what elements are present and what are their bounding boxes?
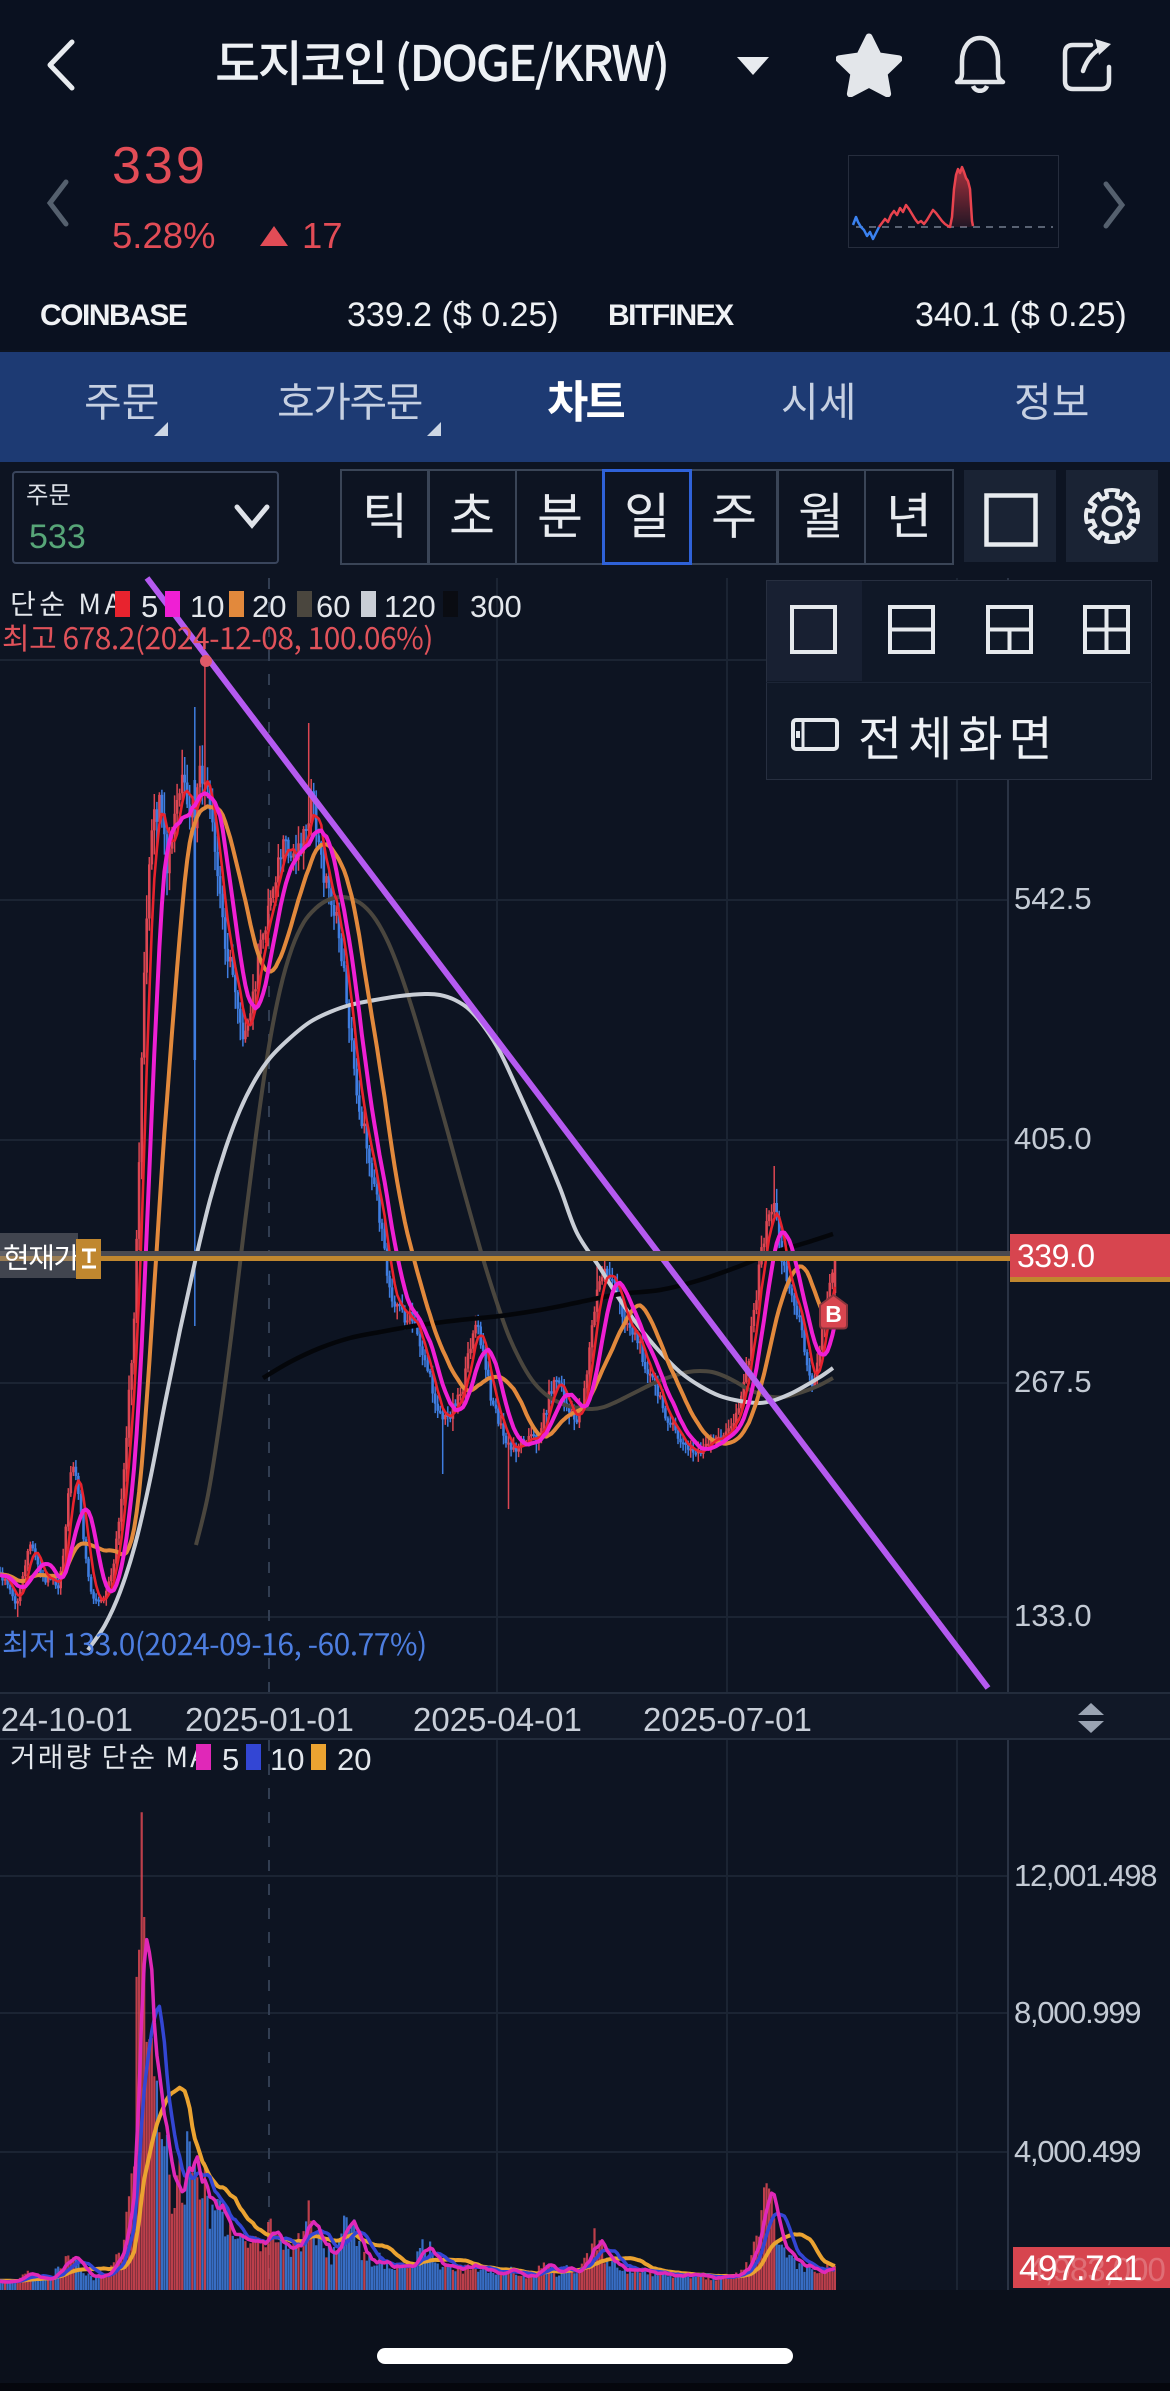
svg-text:B: B bbox=[825, 1301, 842, 1327]
